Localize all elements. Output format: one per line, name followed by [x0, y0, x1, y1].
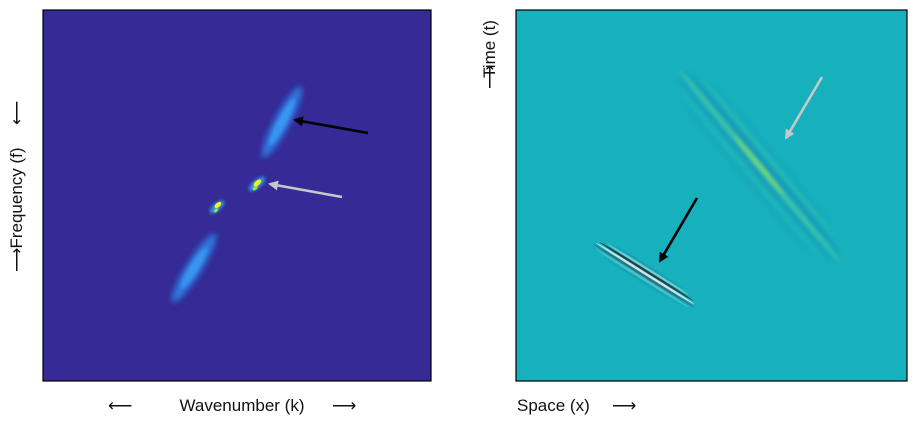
right-panel-background: [515, 9, 908, 382]
upper-spectral-blob: [261, 86, 303, 158]
right-panel: [515, 9, 908, 382]
right-x-axis-label: Space (x): [517, 396, 590, 415]
right-y-axis-label: Time (t): [480, 20, 499, 78]
left-black-arrow: [293, 116, 369, 135]
left-gray-arrow: [268, 180, 343, 199]
left-panel-background: [42, 9, 432, 382]
right-gray-arrow: [784, 76, 824, 140]
right-y-axis-arrow-down: ⟶: [480, 65, 499, 89]
right-black-arrow: [658, 197, 699, 263]
upper-bright-spot: [248, 176, 266, 192]
left-y-axis-arrow-down: ⟶: [7, 248, 26, 272]
lower-bright-spot: [209, 200, 225, 214]
lower-wave-packet: [593, 242, 695, 308]
left-y-axis-arrow-up: ⟵: [7, 101, 26, 125]
left-x-axis-label: Wavenumber (k): [179, 396, 304, 415]
left-y-axis-label: Frequency (f): [7, 147, 26, 248]
left-panel: [42, 9, 432, 382]
lower-spectral-blob: [171, 233, 217, 303]
left-x-axis-arrow-right: ⟶: [332, 396, 356, 415]
right-x-axis-arrow-right: ⟶: [612, 396, 636, 415]
left-x-axis-arrow-left: ⟵: [108, 396, 132, 415]
upper-wave-packet: [677, 69, 840, 262]
